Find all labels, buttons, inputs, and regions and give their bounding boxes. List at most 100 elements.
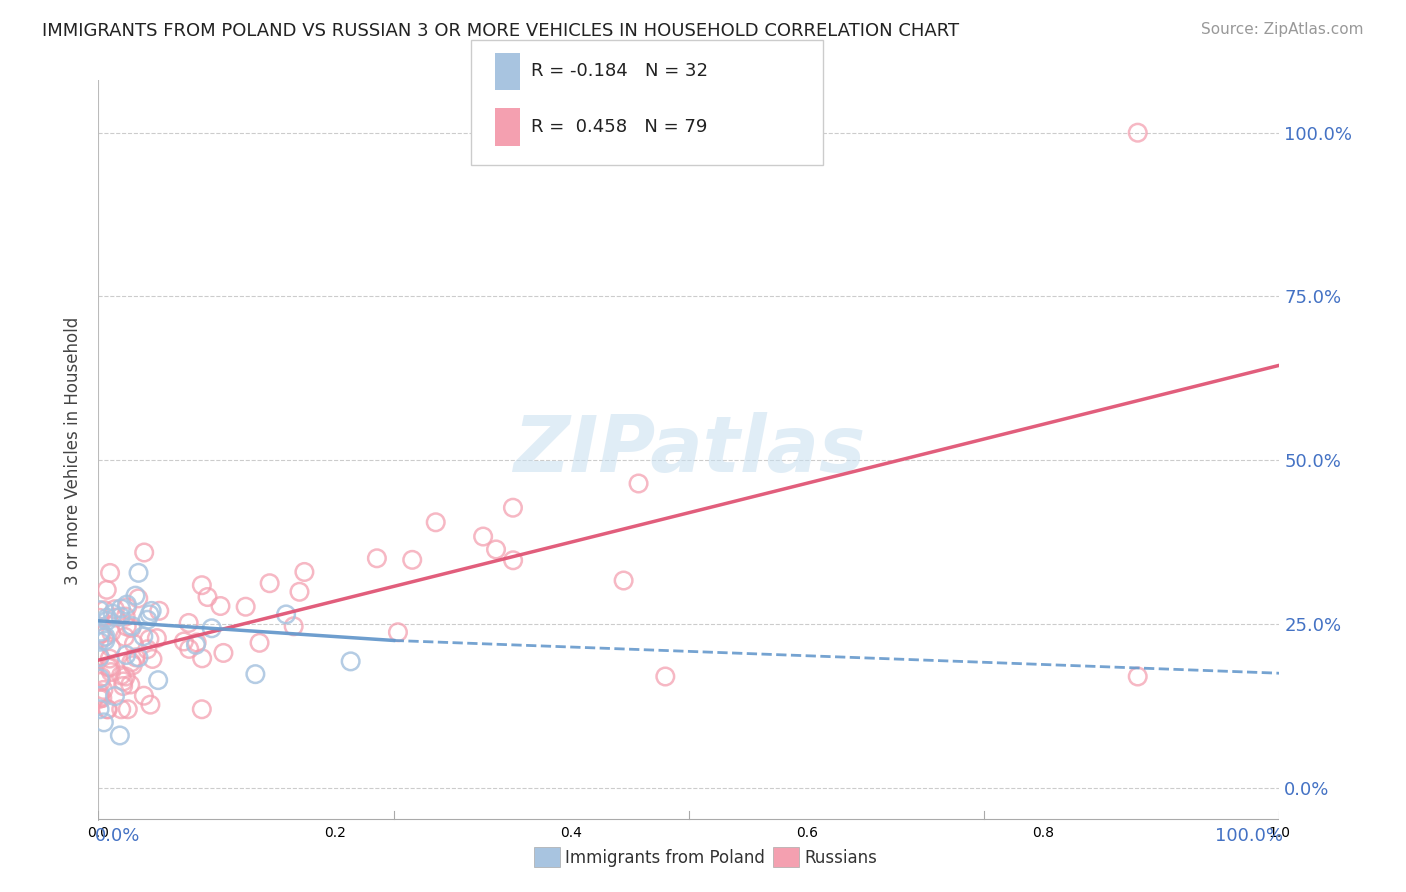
Point bbox=[146, 673, 169, 687]
Point bbox=[288, 584, 311, 599]
Point bbox=[89, 702, 111, 716]
Point bbox=[90, 624, 112, 639]
Point bbox=[502, 500, 524, 515]
Text: R =  0.458   N = 79: R = 0.458 N = 79 bbox=[531, 118, 707, 136]
Point bbox=[93, 603, 115, 617]
Point bbox=[115, 598, 138, 612]
Point bbox=[110, 609, 132, 624]
Point bbox=[90, 674, 112, 689]
Point bbox=[98, 566, 121, 580]
Point bbox=[104, 602, 127, 616]
Point bbox=[124, 650, 146, 665]
Point bbox=[339, 654, 361, 668]
Point bbox=[110, 601, 132, 615]
Point bbox=[122, 637, 145, 651]
Point bbox=[93, 682, 115, 697]
Point bbox=[136, 642, 159, 657]
Point bbox=[94, 633, 117, 648]
Point bbox=[136, 613, 159, 627]
Point bbox=[259, 576, 281, 591]
Point bbox=[485, 542, 508, 557]
Point bbox=[401, 553, 423, 567]
Point bbox=[186, 635, 208, 649]
Point bbox=[100, 640, 122, 654]
Point bbox=[96, 614, 118, 628]
Point bbox=[90, 626, 112, 640]
Point bbox=[146, 631, 169, 645]
Point bbox=[1126, 126, 1149, 140]
Text: R = -0.184   N = 32: R = -0.184 N = 32 bbox=[531, 62, 709, 80]
Point bbox=[120, 656, 142, 670]
Point bbox=[100, 665, 122, 679]
Point bbox=[100, 625, 122, 640]
Point bbox=[89, 603, 111, 617]
Point bbox=[283, 619, 305, 633]
Point bbox=[114, 630, 136, 644]
Point bbox=[96, 702, 118, 716]
Point bbox=[120, 677, 142, 691]
Point bbox=[138, 632, 160, 646]
Point bbox=[89, 686, 111, 700]
Point bbox=[112, 679, 135, 693]
Point bbox=[1126, 669, 1149, 683]
Point bbox=[128, 566, 150, 580]
Point bbox=[209, 599, 232, 613]
Point bbox=[89, 691, 111, 706]
Point bbox=[141, 604, 163, 618]
Point bbox=[132, 689, 155, 703]
Point bbox=[110, 668, 132, 682]
Point bbox=[114, 669, 136, 683]
Point bbox=[139, 698, 162, 712]
Point bbox=[472, 529, 495, 543]
Y-axis label: 3 or more Vehicles in Household: 3 or more Vehicles in Household bbox=[65, 317, 83, 584]
Point bbox=[212, 646, 235, 660]
Point bbox=[148, 604, 170, 618]
Point bbox=[96, 611, 118, 625]
Point bbox=[115, 648, 138, 662]
Point bbox=[179, 641, 201, 656]
Point bbox=[100, 660, 122, 674]
Point bbox=[108, 729, 131, 743]
Point bbox=[128, 650, 150, 665]
Text: Russians: Russians bbox=[804, 849, 877, 867]
Point bbox=[98, 651, 121, 665]
Point bbox=[197, 590, 219, 604]
Point bbox=[138, 607, 160, 622]
Point bbox=[173, 634, 195, 648]
Point bbox=[132, 629, 155, 643]
Point bbox=[89, 672, 111, 686]
Point bbox=[121, 619, 143, 633]
Point bbox=[89, 611, 111, 625]
Point bbox=[134, 545, 156, 559]
Point bbox=[90, 670, 112, 684]
Point bbox=[117, 702, 139, 716]
Point bbox=[93, 631, 115, 645]
Text: 100.0%: 100.0% bbox=[1215, 827, 1284, 846]
Point bbox=[96, 582, 118, 597]
Point bbox=[191, 651, 214, 665]
Point bbox=[115, 600, 138, 615]
Text: 0.0%: 0.0% bbox=[94, 827, 141, 846]
Point bbox=[627, 476, 650, 491]
Point bbox=[97, 660, 120, 674]
Point bbox=[387, 625, 409, 640]
Point bbox=[94, 630, 117, 644]
Point bbox=[127, 591, 149, 606]
Point bbox=[654, 669, 676, 683]
Point bbox=[245, 667, 267, 681]
Point bbox=[121, 658, 143, 673]
Point bbox=[191, 702, 214, 716]
Point bbox=[191, 578, 214, 592]
Point bbox=[97, 702, 120, 716]
Point bbox=[89, 634, 111, 648]
Point bbox=[120, 621, 142, 635]
Point bbox=[89, 690, 111, 704]
Point bbox=[114, 609, 136, 624]
Point bbox=[502, 553, 524, 567]
Point bbox=[613, 574, 636, 588]
Point bbox=[104, 689, 127, 703]
Point bbox=[141, 652, 163, 666]
Point bbox=[101, 607, 124, 621]
Point bbox=[112, 674, 135, 689]
Point bbox=[249, 636, 271, 650]
